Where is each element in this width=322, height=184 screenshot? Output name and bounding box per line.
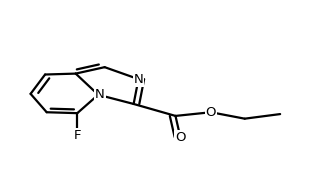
Text: F: F xyxy=(73,129,81,142)
Text: O: O xyxy=(206,106,216,119)
Text: O: O xyxy=(175,131,185,144)
Text: N: N xyxy=(134,73,143,86)
Text: N: N xyxy=(95,88,105,101)
